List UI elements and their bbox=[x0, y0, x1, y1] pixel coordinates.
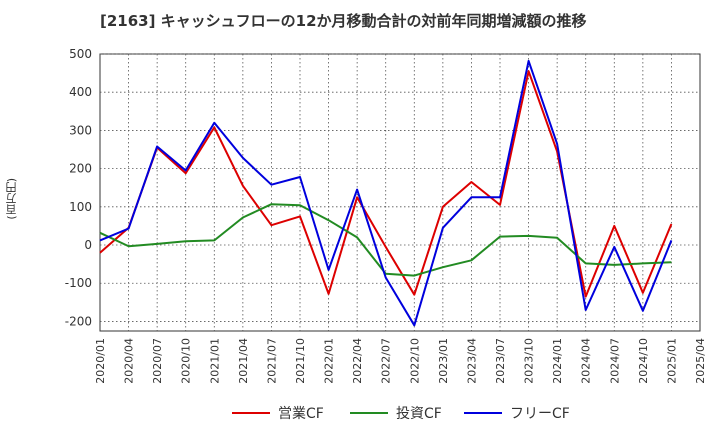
x-tick-label: 2023/07 bbox=[494, 338, 507, 384]
x-tick-label: 2023/04 bbox=[465, 338, 478, 384]
x-tick-label: 2020/01 bbox=[94, 338, 107, 384]
y-tick-label: 0 bbox=[84, 238, 92, 252]
x-tick-label: 2022/10 bbox=[408, 338, 421, 384]
legend-label: 投資CF bbox=[396, 406, 442, 422]
x-tick-label: 2021/10 bbox=[294, 338, 307, 384]
y-tick-label: 200 bbox=[69, 162, 92, 176]
y-tick-label: 100 bbox=[69, 200, 92, 214]
x-tick-label: 2024/07 bbox=[608, 338, 621, 384]
x-tick-label: 2025/04 bbox=[694, 338, 707, 384]
x-tick-label: 2021/07 bbox=[265, 338, 278, 384]
x-tick-label: 2025/01 bbox=[665, 338, 678, 384]
x-tick-label: 2023/10 bbox=[523, 338, 536, 384]
y-tick-label: 400 bbox=[69, 85, 92, 99]
y-tick-label: -200 bbox=[65, 314, 92, 328]
y-tick-label: 300 bbox=[69, 123, 92, 137]
y-tick-label: 500 bbox=[69, 47, 92, 61]
x-tick-label: 2023/01 bbox=[437, 338, 450, 384]
x-tick-label: 2022/01 bbox=[323, 338, 336, 384]
y-tick-label: -100 bbox=[65, 276, 92, 290]
x-tick-label: 2020/04 bbox=[123, 338, 136, 384]
x-tick-label: 2024/01 bbox=[551, 338, 564, 384]
plot-frame bbox=[99, 53, 701, 332]
legend-label: 営業CF bbox=[278, 406, 324, 422]
chart-title: [2163] キャッシュフローの12か月移動合計の対前年同期増減額の推移 bbox=[100, 12, 587, 30]
x-tick-label: 2024/10 bbox=[637, 338, 650, 384]
x-tick-label: 2022/04 bbox=[351, 338, 364, 384]
series-line bbox=[99, 70, 673, 298]
x-tick-label: 2020/07 bbox=[151, 338, 164, 384]
series-line bbox=[99, 59, 673, 327]
x-tick-label: 2022/07 bbox=[380, 338, 393, 384]
x-tick-label: 2024/04 bbox=[580, 338, 593, 384]
x-tick-label: 2021/01 bbox=[208, 338, 221, 384]
x-tick-label: 2020/10 bbox=[180, 338, 193, 384]
x-tick-label: 2021/04 bbox=[237, 338, 250, 384]
legend-label: フリーCF bbox=[510, 406, 570, 422]
